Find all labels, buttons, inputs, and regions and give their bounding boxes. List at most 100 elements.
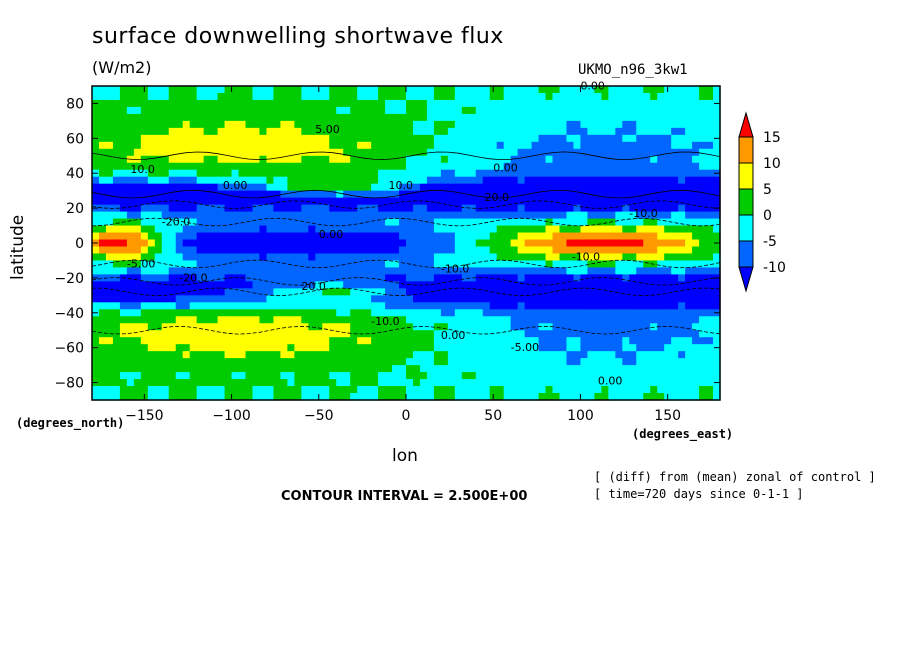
field-cell bbox=[629, 393, 637, 401]
field-cell bbox=[266, 211, 275, 220]
field-cell bbox=[392, 183, 400, 192]
field-cell bbox=[685, 260, 693, 269]
field-cell bbox=[252, 169, 261, 178]
field-cell bbox=[440, 281, 449, 289]
field-cell bbox=[392, 239, 400, 248]
field-cell bbox=[580, 386, 589, 394]
field-cell bbox=[412, 295, 421, 303]
field-cell bbox=[468, 344, 477, 352]
field-cell bbox=[133, 176, 142, 185]
field-cell bbox=[385, 379, 393, 387]
field-cell bbox=[92, 176, 100, 185]
field-cell bbox=[545, 295, 554, 303]
field-cell bbox=[559, 169, 568, 178]
field-cell bbox=[98, 351, 107, 359]
field-cell bbox=[685, 295, 693, 303]
field-cell bbox=[182, 281, 191, 289]
field-cell bbox=[273, 155, 281, 164]
field-cell bbox=[615, 393, 623, 401]
field-cell bbox=[517, 127, 526, 136]
field-cell bbox=[657, 288, 665, 296]
field-cell bbox=[112, 106, 121, 115]
field-cell bbox=[168, 330, 177, 338]
field-cell bbox=[699, 358, 707, 366]
field-cell bbox=[133, 246, 142, 255]
field-cell bbox=[336, 302, 344, 310]
field-cell bbox=[294, 218, 302, 227]
field-cell bbox=[566, 141, 575, 150]
field-cell bbox=[594, 393, 602, 401]
y-tick-label: 60 bbox=[66, 131, 84, 147]
field-cell bbox=[238, 176, 247, 185]
field-cell bbox=[629, 344, 637, 352]
field-cell bbox=[587, 295, 595, 303]
field-cell bbox=[92, 358, 100, 366]
field-cell bbox=[608, 218, 616, 227]
field-cell bbox=[573, 225, 582, 234]
field-cell bbox=[161, 120, 170, 129]
field-cell bbox=[336, 393, 344, 401]
field-cell bbox=[322, 99, 330, 108]
field-cell bbox=[126, 309, 135, 317]
field-cell bbox=[440, 162, 449, 171]
field-cell bbox=[105, 155, 114, 164]
field-cell bbox=[238, 148, 247, 157]
field-cell bbox=[580, 253, 589, 262]
field-cell bbox=[657, 176, 665, 185]
field-cell bbox=[636, 204, 644, 213]
field-cell bbox=[636, 148, 644, 157]
field-cell bbox=[392, 218, 400, 227]
field-cell bbox=[147, 155, 156, 164]
field-cell bbox=[699, 295, 707, 303]
field-cell bbox=[168, 99, 177, 108]
field-cell bbox=[692, 218, 700, 227]
field-cell bbox=[650, 316, 658, 324]
field-cell bbox=[245, 204, 254, 213]
field-cell bbox=[182, 239, 191, 248]
field-cell bbox=[447, 127, 456, 136]
field-cell bbox=[461, 211, 470, 220]
field-cell bbox=[531, 99, 540, 108]
field-cell bbox=[357, 134, 365, 143]
field-cell bbox=[315, 379, 323, 387]
field-cell bbox=[461, 169, 470, 178]
field-cell bbox=[336, 386, 344, 394]
field-cell bbox=[531, 267, 540, 275]
field-cell bbox=[231, 155, 240, 164]
field-cell bbox=[245, 86, 254, 94]
field-cell bbox=[364, 393, 372, 401]
field-cell bbox=[273, 365, 281, 373]
field-cell bbox=[350, 106, 358, 115]
field-cell bbox=[266, 323, 275, 331]
field-cell bbox=[357, 358, 365, 366]
field-cell bbox=[615, 288, 623, 296]
field-cell bbox=[419, 323, 428, 331]
field-cell bbox=[343, 92, 351, 101]
field-cell bbox=[657, 309, 665, 317]
field-cell bbox=[447, 86, 456, 94]
field-cell bbox=[461, 155, 470, 164]
field-cell bbox=[440, 155, 449, 164]
field-cell bbox=[315, 218, 323, 227]
field-cell bbox=[259, 330, 268, 338]
field-cell bbox=[287, 113, 295, 122]
field-cell bbox=[601, 267, 609, 275]
field-cell bbox=[643, 393, 651, 401]
field-cell bbox=[217, 211, 226, 220]
field-cell bbox=[119, 134, 128, 143]
field-cell bbox=[322, 155, 330, 164]
field-cell bbox=[168, 148, 177, 157]
field-cell bbox=[419, 337, 428, 345]
field-cell bbox=[287, 232, 295, 241]
field-cell bbox=[503, 169, 512, 178]
field-cell bbox=[699, 253, 707, 262]
field-cell bbox=[482, 344, 491, 352]
field-cell bbox=[692, 323, 700, 331]
field-cell bbox=[350, 281, 358, 289]
field-cell bbox=[203, 197, 212, 206]
field-cell bbox=[189, 253, 198, 262]
field-cell bbox=[657, 253, 665, 262]
field-cell bbox=[412, 162, 421, 171]
field-cell bbox=[440, 393, 449, 401]
field-cell bbox=[357, 120, 365, 129]
